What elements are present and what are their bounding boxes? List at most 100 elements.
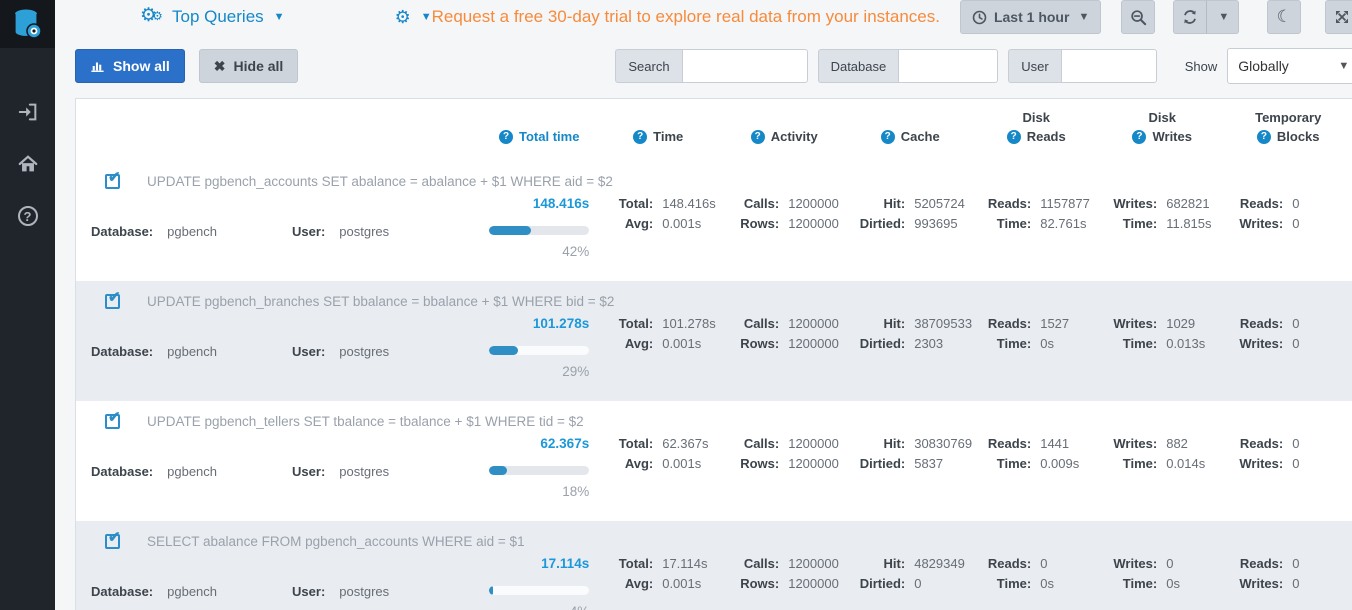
- stat-group-time: Total: 148.416s Avg: 0.001s: [618, 196, 716, 231]
- show-mode-select[interactable]: Globally ▼: [1227, 48, 1352, 84]
- user-label: User:: [292, 583, 326, 599]
- database-addon-label: Database: [817, 49, 899, 83]
- query-row-body: Database: pgbench User: postgres 17.114s…: [91, 555, 1351, 610]
- question-mark-glyph: ?: [17, 206, 38, 226]
- query-text[interactable]: SELECT abalance FROM pgbench_accounts WH…: [147, 534, 525, 549]
- search-addon-label: Search: [615, 49, 682, 83]
- progress-fill: [489, 226, 532, 235]
- refresh-icon: [1184, 10, 1197, 24]
- time-range-label: Last 1 hour: [993, 9, 1070, 25]
- database-label: Database:: [91, 463, 154, 479]
- refresh-button[interactable]: [1173, 0, 1208, 34]
- total-time-cell: 148.416s 42%: [483, 195, 595, 259]
- help-circle-icon[interactable]: [880, 130, 895, 144]
- query-rows: UPDATE pgbench_accounts SET abalance = a…: [76, 161, 1352, 610]
- show-all-label: Show all: [113, 58, 170, 74]
- caret-down-icon: ▼: [1078, 11, 1090, 23]
- total-time-cell: 17.114s 4%: [483, 555, 595, 610]
- help-circle-icon[interactable]: [1132, 130, 1147, 144]
- dark-mode-button[interactable]: ☾: [1267, 0, 1302, 34]
- query-checkbox[interactable]: [105, 408, 121, 429]
- trial-banner-link[interactable]: Request a free 30-day trial to explore r…: [431, 7, 940, 26]
- stat-group-temp-blocks: Reads: 0 Writes: 0: [1239, 556, 1300, 591]
- stat-group-time: Total: 101.278s Avg: 0.001s: [618, 316, 716, 351]
- database-label: Database:: [91, 583, 154, 599]
- header-disk-writes[interactable]: Disk Writes: [1099, 109, 1225, 147]
- query-text[interactable]: UPDATE pgbench_branches SET bbalance = b…: [147, 294, 615, 309]
- database-value: pgbench: [167, 343, 218, 359]
- caret-down-icon: ▼: [1218, 11, 1230, 23]
- navbar-actions: Last 1 hour ▼ ▼ ☾: [959, 0, 1352, 34]
- query-checkbox[interactable]: [105, 168, 121, 189]
- help-circle-icon[interactable]: [633, 130, 648, 144]
- query-text[interactable]: UPDATE pgbench_tellers SET tbalance = tb…: [147, 414, 584, 429]
- top-queries-dropdown[interactable]: ⚙ ⚙ Top Queries ▼: [140, 5, 285, 27]
- progress-fill: [489, 466, 508, 475]
- query-text[interactable]: UPDATE pgbench_accounts SET abalance = a…: [147, 174, 613, 189]
- query-row: SELECT abalance FROM pgbench_accounts WH…: [76, 521, 1352, 610]
- sidebar-nav: ?: [0, 48, 55, 228]
- sign-in-icon[interactable]: [16, 100, 40, 124]
- queries-panel: Total time Time Activity Cache Disk Read…: [75, 98, 1352, 610]
- user-label: User:: [292, 343, 326, 359]
- progress-fill: [489, 346, 519, 355]
- total-time-value: 62.367s: [540, 436, 590, 451]
- user-addon-label: User: [1008, 49, 1061, 83]
- header-disk-reads[interactable]: Disk Reads: [973, 109, 1099, 147]
- database-value: pgbench: [167, 583, 218, 599]
- user-filter-input[interactable]: [1060, 49, 1157, 83]
- query-row-top: UPDATE pgbench_tellers SET tbalance = tb…: [91, 408, 1351, 429]
- user-label: User:: [292, 223, 326, 239]
- powa-logo-icon: [13, 9, 42, 39]
- help-circle-icon[interactable]: [1006, 130, 1021, 144]
- progress-bar: [489, 586, 590, 595]
- total-time-value: 101.278s: [532, 316, 590, 331]
- search-group: Search: [615, 49, 808, 83]
- zoom-out-button[interactable]: [1121, 0, 1156, 34]
- refresh-dropdown-button[interactable]: ▼: [1207, 0, 1240, 34]
- powa-logo[interactable]: [0, 0, 55, 48]
- header-time[interactable]: Time: [595, 127, 721, 147]
- hide-all-label: Hide all: [233, 58, 284, 74]
- total-time-value: 148.416s: [532, 196, 590, 211]
- header-activity[interactable]: Activity: [721, 127, 847, 147]
- header-cache[interactable]: Cache: [847, 127, 973, 147]
- query-row: UPDATE pgbench_accounts SET abalance = a…: [76, 161, 1352, 281]
- query-meta: Database: pgbench User: postgres: [91, 221, 483, 241]
- clock-icon: [972, 10, 987, 24]
- query-checkbox[interactable]: [105, 528, 121, 549]
- stat-group-cache: Hit: 38709533 Dirtied: 2303: [859, 316, 973, 351]
- home-icon[interactable]: [16, 152, 40, 176]
- help-circle-icon[interactable]: [499, 130, 513, 144]
- search-input[interactable]: [681, 49, 808, 83]
- query-meta: Database: pgbench User: postgres: [91, 461, 483, 481]
- config-dropdown[interactable]: ⚙ ▼: [395, 7, 432, 28]
- header-total-time[interactable]: Total time: [483, 127, 595, 147]
- stat-group-cache: Hit: 4829349 Dirtied: 0: [859, 556, 965, 591]
- query-checkbox[interactable]: [105, 288, 121, 309]
- stat-group-time: Total: 62.367s Avg: 0.001s: [618, 436, 709, 471]
- percent-label: 18%: [562, 484, 590, 499]
- header-temporary-blocks[interactable]: Temporary Blocks: [1225, 109, 1351, 147]
- time-range-button[interactable]: Last 1 hour ▼: [959, 0, 1102, 34]
- query-row-top: SELECT abalance FROM pgbench_accounts WH…: [91, 528, 1351, 549]
- stat-group-disk-reads: Reads: 1527 Time: 0s: [987, 316, 1070, 351]
- moon-icon: ☾: [1276, 7, 1292, 26]
- progress-bar: [489, 466, 590, 475]
- query-row-body: Database: pgbench User: postgres 101.278…: [91, 315, 1351, 379]
- database-value: pgbench: [167, 223, 218, 239]
- help-circle-icon[interactable]: [750, 130, 765, 144]
- help-icon[interactable]: ?: [16, 204, 40, 228]
- query-row-body: Database: pgbench User: postgres 148.416…: [91, 195, 1351, 259]
- help-circle-icon[interactable]: [1256, 130, 1271, 144]
- fullscreen-button[interactable]: [1325, 0, 1352, 34]
- user-value: postgres: [339, 223, 390, 239]
- table-header: Total time Time Activity Cache Disk Read…: [76, 99, 1352, 161]
- hide-all-button[interactable]: ✖ Hide all: [198, 49, 299, 83]
- show-all-button[interactable]: Show all: [75, 49, 185, 83]
- user-label: User:: [292, 463, 326, 479]
- progress-bar: [489, 346, 590, 355]
- total-time-value: 17.114s: [541, 556, 590, 571]
- database-filter-input[interactable]: [898, 49, 999, 83]
- gear-icon: ⚙: [394, 6, 411, 27]
